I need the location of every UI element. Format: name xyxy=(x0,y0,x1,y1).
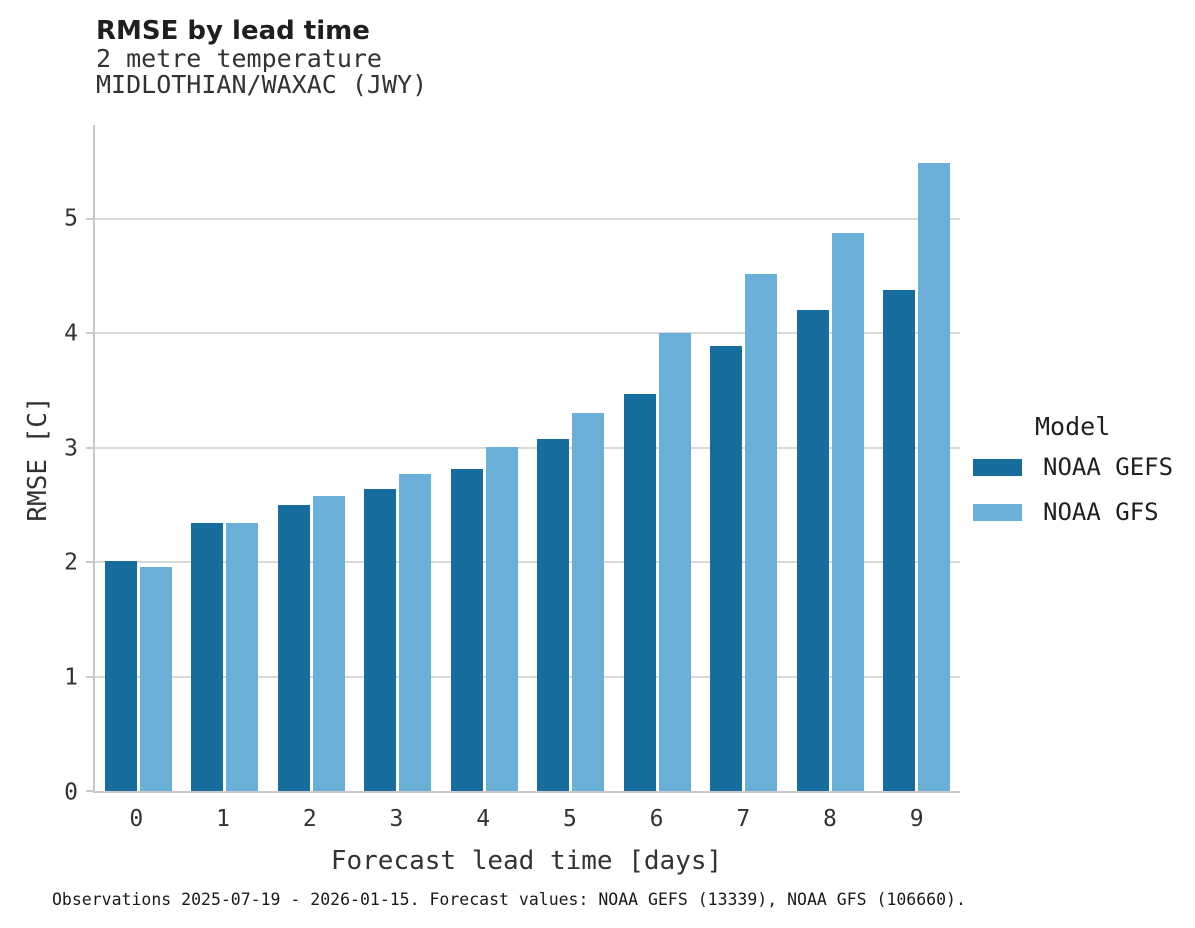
bar-group-lead-8 xyxy=(787,125,874,791)
y-tick-mark-3 xyxy=(86,446,94,449)
bar-group-lead-3 xyxy=(355,125,442,791)
bar-group-lead-1 xyxy=(182,125,269,791)
bar-noaa-gfs-lead-6 xyxy=(658,333,691,791)
plot-area xyxy=(86,125,960,793)
page-title: RMSE by lead time xyxy=(96,16,370,46)
y-axis-tick-labels: 0 1 2 3 4 5 xyxy=(0,125,78,804)
bar-noaa-gefs-lead-9 xyxy=(883,289,916,791)
gridline-y-1 xyxy=(95,675,960,678)
gridline-y-4 xyxy=(95,332,960,335)
bar-noaa-gfs-lead-0 xyxy=(139,566,172,791)
bar-noaa-gfs-lead-7 xyxy=(745,273,778,791)
chart-header: RMSE by lead time 2 metre temperature MI… xyxy=(96,16,427,98)
bar-noaa-gefs-lead-2 xyxy=(277,504,310,791)
x-tick-label-0: 0 xyxy=(129,806,144,832)
bar-noaa-gfs-lead-5 xyxy=(572,413,605,791)
bar-group-lead-9 xyxy=(874,125,961,791)
bar-noaa-gefs-lead-5 xyxy=(537,438,570,791)
legend-label: NOAA GFS xyxy=(1043,498,1159,526)
bar-noaa-gefs-lead-4 xyxy=(450,469,483,791)
x-tick-label-7: 7 xyxy=(736,806,751,832)
legend-items: NOAA GEFS NOAA GFS xyxy=(973,453,1173,526)
legend: Model NOAA GEFS NOAA GFS xyxy=(973,412,1173,543)
x-axis-title: Forecast lead time [days] xyxy=(330,846,723,876)
y-tick-label-0: 0 xyxy=(64,779,78,806)
bar-noaa-gefs-lead-7 xyxy=(710,345,743,791)
bar-group-lead-4 xyxy=(441,125,528,791)
legend-label: NOAA GEFS xyxy=(1043,453,1174,481)
bar-noaa-gefs-lead-6 xyxy=(623,393,656,791)
chart-subtitle-variable: 2 metre temperature xyxy=(96,44,382,73)
y-tick-mark-2 xyxy=(86,561,94,564)
bar-noaa-gefs-lead-8 xyxy=(796,310,829,791)
bar-group-lead-5 xyxy=(528,125,615,791)
x-tick-label-5: 5 xyxy=(562,806,577,832)
bar-noaa-gfs-lead-1 xyxy=(226,523,259,791)
x-tick-label-4: 4 xyxy=(476,806,491,832)
bar-group-lead-0 xyxy=(95,125,182,791)
bar-noaa-gefs-lead-1 xyxy=(191,523,224,791)
y-tick-label-5: 5 xyxy=(64,205,78,232)
y-tick-mark-0 xyxy=(86,790,94,792)
legend-swatch-icon xyxy=(973,458,1022,476)
gridline-y-5 xyxy=(95,217,960,220)
bar-noaa-gfs-lead-8 xyxy=(831,232,864,791)
x-tick-label-1: 1 xyxy=(216,806,230,832)
caption-text: Observations 2025-07-19 - 2026-01-15. Fo… xyxy=(52,890,966,909)
legend-item-noaa-gefs: NOAA GEFS xyxy=(973,453,1173,481)
gridline-y-3 xyxy=(95,446,960,449)
bar-noaa-gfs-lead-2 xyxy=(312,495,345,791)
y-tick-mark-1 xyxy=(86,675,94,678)
x-tick-label-3: 3 xyxy=(389,806,404,832)
bar-groups xyxy=(95,125,960,791)
y-tick-label-1: 1 xyxy=(64,664,78,691)
y-tick-mark-5 xyxy=(86,217,94,220)
x-axis-tick-labels: 0 1 2 3 4 5 6 7 8 9 xyxy=(93,806,960,832)
x-tick-label-2: 2 xyxy=(302,806,317,832)
legend-item-noaa-gfs: NOAA GFS xyxy=(973,498,1173,526)
gridline-y-2 xyxy=(95,561,960,564)
x-tick-label-8: 8 xyxy=(823,806,837,832)
y-tick-label-2: 2 xyxy=(64,549,78,576)
x-tick-label-6: 6 xyxy=(649,806,664,832)
bar-noaa-gefs-lead-0 xyxy=(104,561,137,791)
y-tick-label-4: 4 xyxy=(64,320,78,347)
bar-group-lead-6 xyxy=(614,125,701,791)
bar-group-lead-2 xyxy=(268,125,355,791)
y-tick-mark-4 xyxy=(86,332,94,335)
y-tick-label-3: 3 xyxy=(64,435,78,462)
bar-noaa-gfs-lead-9 xyxy=(918,162,951,791)
x-tick-label-9: 9 xyxy=(909,806,924,832)
bar-noaa-gfs-lead-4 xyxy=(485,446,518,791)
bar-noaa-gfs-lead-3 xyxy=(399,474,432,791)
bar-group-lead-7 xyxy=(701,125,788,791)
legend-swatch-icon xyxy=(973,503,1022,521)
chart-subtitle-station: MIDLOTHIAN/WAXAC (JWY) xyxy=(96,70,428,99)
bar-noaa-gefs-lead-3 xyxy=(364,488,397,791)
legend-title: Model xyxy=(1035,412,1111,441)
